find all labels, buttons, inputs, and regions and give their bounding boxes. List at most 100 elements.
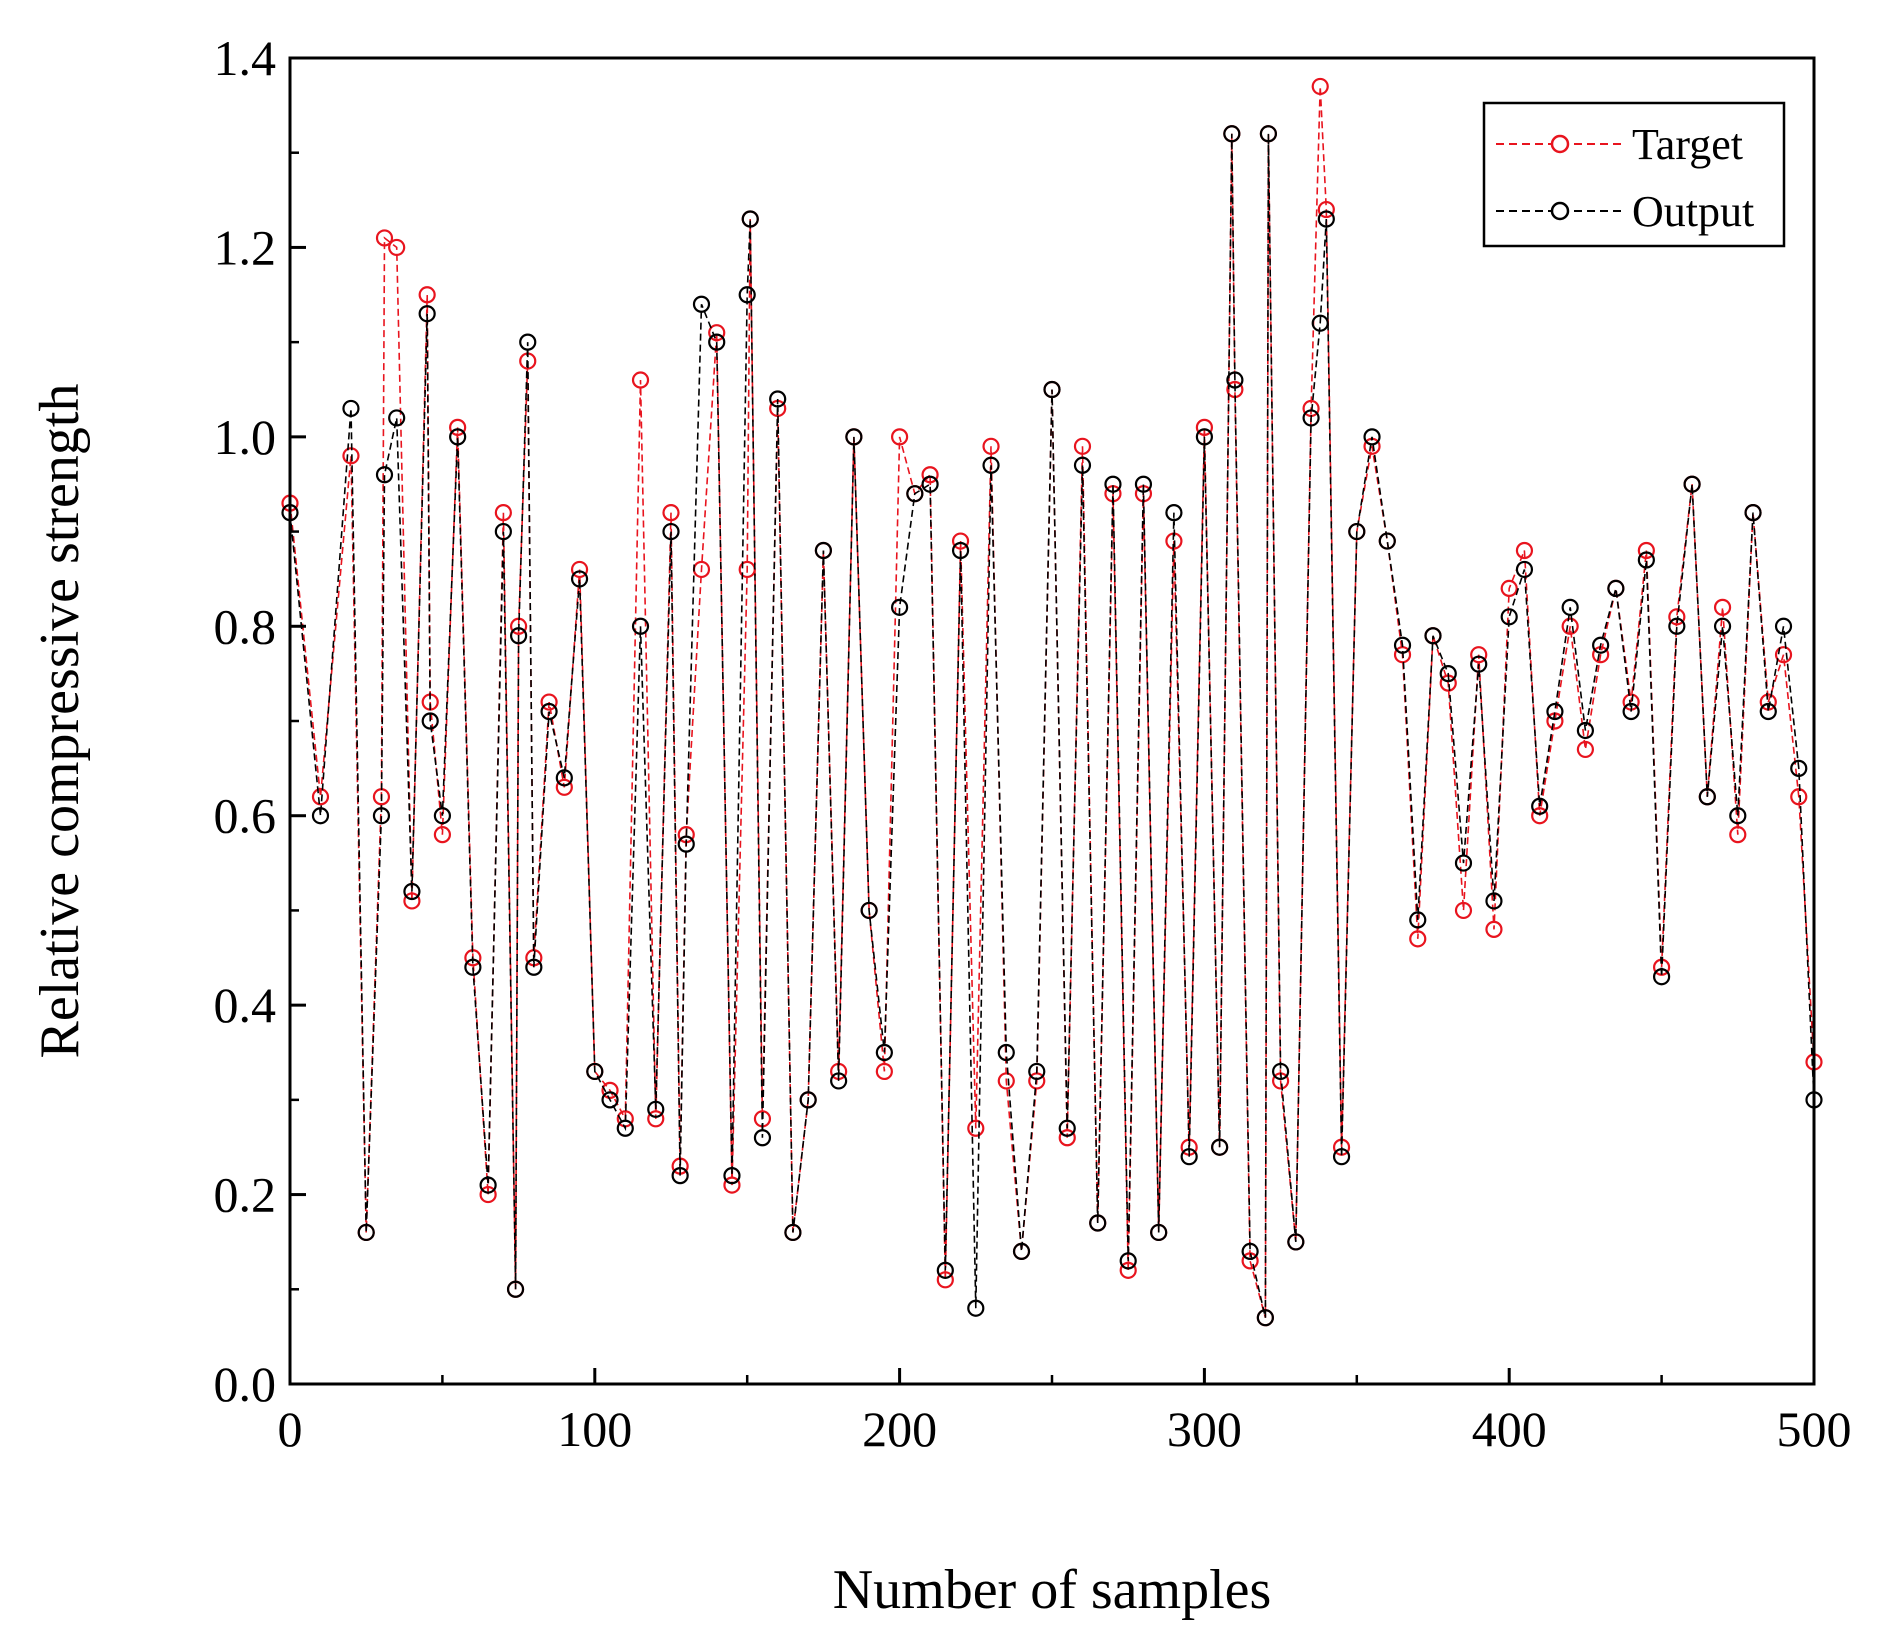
target-point — [1729, 826, 1747, 844]
output-point — [1150, 1223, 1168, 1242]
output-point — [1165, 504, 1183, 522]
output-point — [631, 617, 650, 635]
output-point — [906, 485, 924, 503]
output-point — [403, 882, 421, 901]
output-point — [662, 522, 680, 541]
target-point — [708, 324, 726, 342]
target-point — [1454, 901, 1473, 920]
output-point — [375, 466, 394, 484]
output-point — [1637, 551, 1655, 569]
output-point — [967, 1299, 985, 1317]
target-point — [1561, 617, 1579, 635]
legend-target-marker — [1550, 134, 1570, 154]
target-point — [1576, 740, 1595, 759]
output-point — [1713, 617, 1732, 635]
output-point — [311, 807, 330, 825]
output-point — [1089, 1214, 1107, 1232]
output-point — [1223, 125, 1241, 143]
target-point — [1515, 541, 1534, 560]
output-point — [799, 1091, 817, 1109]
target-point — [1058, 1129, 1076, 1147]
target-point — [1531, 807, 1549, 825]
output-point — [1744, 504, 1762, 522]
output-point — [1424, 627, 1442, 645]
output-point — [921, 475, 939, 493]
target-point — [375, 229, 394, 247]
output-point — [525, 958, 543, 976]
target-point — [449, 418, 467, 436]
output-point — [784, 1223, 802, 1242]
output-point — [1287, 1233, 1305, 1251]
output-point — [951, 541, 970, 560]
output-point — [1652, 968, 1671, 986]
target-point — [1119, 1261, 1137, 1279]
y-tick-label: 0.4 — [214, 977, 277, 1033]
output-point — [1348, 522, 1366, 541]
output-point — [464, 958, 482, 976]
target-point — [647, 1110, 665, 1128]
target-point — [388, 238, 406, 257]
output-point — [1271, 1062, 1290, 1081]
target-point — [1195, 418, 1214, 436]
output-point — [479, 1176, 497, 1194]
output-point — [1332, 1148, 1351, 1166]
output-point — [647, 1100, 665, 1118]
output-point — [769, 390, 787, 408]
legend: Target Output — [1482, 101, 1786, 248]
output-point — [1119, 1252, 1137, 1270]
target-point — [662, 504, 680, 522]
output-point — [449, 428, 467, 446]
output-point — [677, 835, 695, 853]
target-point — [555, 778, 573, 796]
target-point — [921, 466, 939, 484]
legend-target-label: Target — [1632, 120, 1743, 169]
y-tick-label: 0.8 — [214, 598, 277, 654]
output-point — [738, 286, 756, 304]
output-point — [506, 1280, 525, 1298]
target-point — [875, 1062, 893, 1081]
target-point — [418, 286, 436, 304]
y-tick-label: 1.0 — [214, 409, 277, 465]
x-tick-label: 200 — [862, 1401, 937, 1457]
output-point — [814, 541, 833, 560]
output-point — [1259, 125, 1278, 143]
target-point — [1073, 437, 1092, 455]
x-tick-label: 400 — [1472, 1401, 1547, 1457]
target-point — [951, 532, 970, 550]
output-point — [1561, 598, 1579, 616]
output-point — [601, 1091, 619, 1109]
output-point — [723, 1167, 741, 1185]
output-point — [342, 399, 360, 418]
output-point — [509, 627, 528, 645]
output-point — [1592, 636, 1610, 654]
output-point — [1668, 617, 1686, 635]
target-point — [1311, 77, 1329, 96]
output-point — [519, 333, 537, 351]
target-point — [723, 1176, 741, 1194]
output-point — [1256, 1309, 1274, 1327]
output-point — [1729, 807, 1747, 825]
output-point — [1485, 892, 1503, 910]
output-point — [1363, 428, 1381, 446]
y-tick-label: 1.4 — [214, 30, 277, 86]
output-point — [1759, 702, 1777, 721]
target-point — [1500, 579, 1518, 598]
output-point — [586, 1062, 604, 1081]
output-point — [708, 333, 726, 351]
output-point — [1576, 721, 1595, 740]
target-point — [982, 437, 1000, 455]
output-point — [1378, 532, 1396, 550]
output-point — [753, 1129, 772, 1147]
output-point — [830, 1072, 848, 1090]
output-point — [357, 1223, 375, 1242]
output-point — [1028, 1062, 1046, 1081]
target-point — [1470, 646, 1488, 664]
target-point — [1713, 598, 1732, 616]
output-point — [1241, 1242, 1259, 1261]
output-point — [1454, 854, 1473, 872]
output-point — [1470, 655, 1488, 673]
output-point — [1180, 1148, 1198, 1166]
target-point — [1393, 646, 1412, 664]
output-point — [1409, 911, 1427, 929]
